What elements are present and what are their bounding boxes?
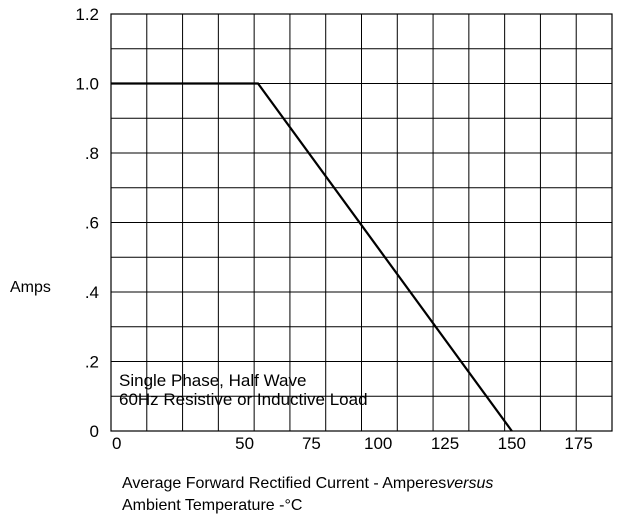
annotation-line-2: 60Hz Resistive or Inductive Load (119, 390, 368, 409)
x-tick-label: 175 (564, 434, 592, 453)
x-tick-labels: 0 50 75 100 125 150 175 (112, 434, 593, 453)
caption-versus-text: versus (446, 475, 493, 492)
caption-main-text: Average Forward Rectified Current - Ampe… (122, 475, 446, 492)
y-tick-label: 1.2 (75, 5, 99, 24)
y-tick-label: 0 (90, 422, 99, 441)
x-tick-label: 125 (431, 434, 459, 453)
x-tick-label: 150 (498, 434, 526, 453)
y-tick-label: .8 (85, 144, 99, 163)
x-axis-caption-line-2: Ambient Temperature -°C (122, 497, 302, 514)
plot-frame (110, 13, 613, 432)
y-tick-label: .6 (85, 214, 99, 233)
grid (111, 14, 612, 431)
y-tick-label: 1.0 (75, 75, 99, 94)
x-axis-caption-line-1: Average Forward Rectified Current - Ampe… (122, 475, 493, 492)
plot-border (110, 13, 613, 432)
y-tick-label: .4 (85, 283, 99, 302)
x-tick-label: 75 (302, 434, 321, 453)
annotation-line-1: Single Phase, Half Wave (119, 371, 306, 390)
y-axis-label: Amps (10, 279, 51, 296)
x-tick-label: 100 (364, 434, 392, 453)
y-tick-label: .2 (85, 353, 99, 372)
x-tick-label: 0 (112, 434, 121, 453)
series-line (111, 82, 513, 432)
y-tick-labels: 0 .2 .4 .6 .8 1.0 1.2 (75, 5, 99, 441)
x-tick-label: 50 (235, 434, 254, 453)
series-layer (111, 82, 513, 432)
